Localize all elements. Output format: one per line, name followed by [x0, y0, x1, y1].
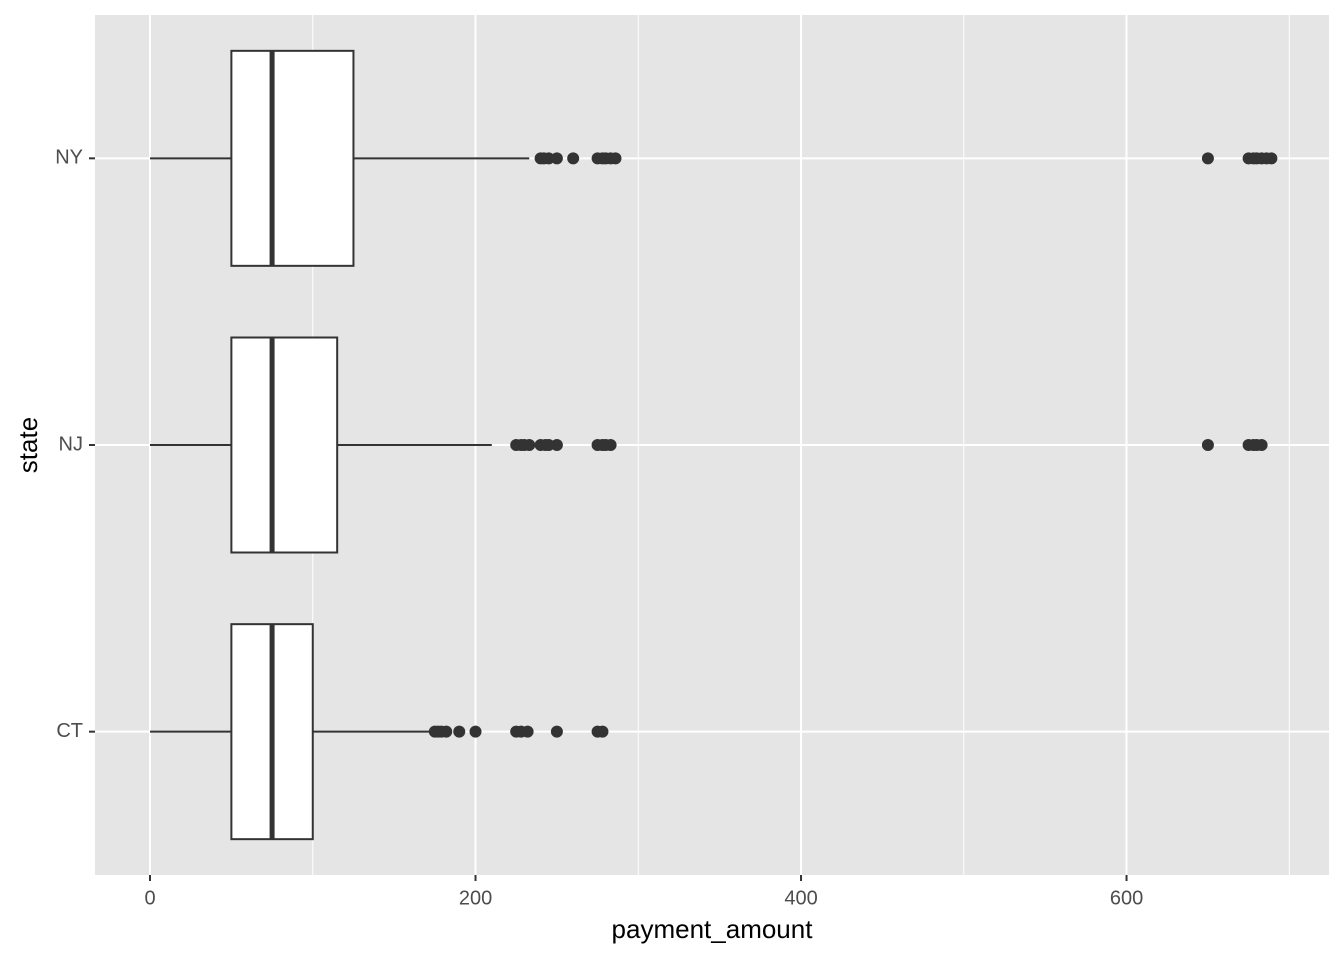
box: [230, 49, 355, 267]
x-tick-label: 400: [784, 887, 817, 909]
x-tick-label: 600: [1110, 887, 1143, 909]
outlier: [604, 439, 617, 451]
outlier: [1265, 152, 1278, 165]
outlier: [550, 725, 563, 738]
outlier: [469, 725, 482, 738]
outlier: [440, 725, 453, 738]
outlier: [1201, 439, 1214, 451]
outlier: [550, 152, 563, 165]
y-tick-label: NJ: [59, 433, 83, 455]
y-tick-label: NY: [55, 147, 83, 169]
outlier: [550, 439, 563, 451]
x-tick-label: 200: [459, 887, 492, 909]
y-tick-label: CT: [56, 720, 83, 742]
outlier: [521, 725, 534, 738]
outlier: [453, 725, 466, 738]
outlier: [609, 152, 622, 165]
outlier: [596, 725, 609, 738]
x-axis-title: payment_amount: [612, 914, 814, 944]
y-axis-title: state: [13, 417, 43, 473]
outlier: [567, 152, 580, 165]
outlier: [1201, 152, 1214, 165]
outlier: [523, 439, 536, 451]
x-tick-label: 0: [144, 887, 155, 909]
outlier: [1255, 439, 1268, 451]
box: [230, 336, 339, 554]
